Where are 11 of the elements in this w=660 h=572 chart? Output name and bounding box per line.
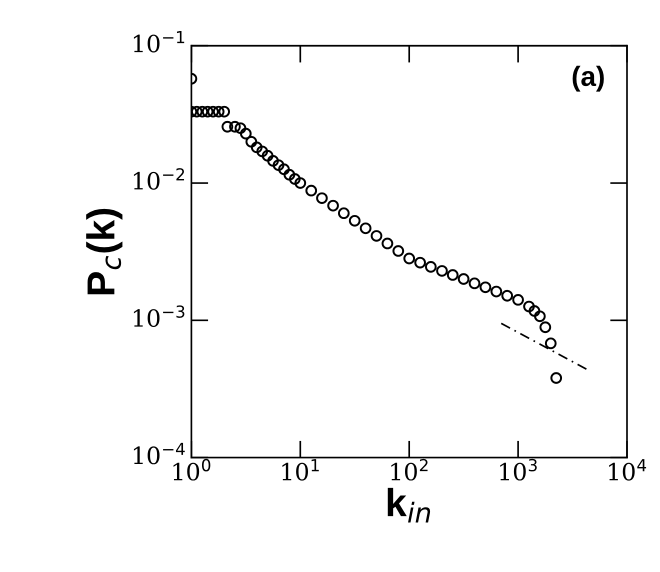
y-tick-label: 10$^{−2}$ — [134, 168, 184, 190]
x-tick-label: 10$^{4}$ — [609, 459, 646, 481]
y-tick-label: 10$^{−3}$ — [134, 305, 184, 327]
y-axis-title: P$_{c}$(k) — [86, 208, 122, 294]
x-tick-label: 10$^{1}$ — [282, 459, 319, 481]
y-tick-label: 10$^{−1}$ — [134, 31, 184, 52]
x-tick-label: 10$^{2}$ — [391, 458, 428, 481]
x-axis-title: k$_{in}$ — [388, 488, 430, 522]
x-tick-label: 10$^{0}$ — [174, 458, 210, 481]
annotation: (a) — [572, 66, 604, 92]
x-tick-label: 10$^{3}$ — [500, 458, 537, 481]
